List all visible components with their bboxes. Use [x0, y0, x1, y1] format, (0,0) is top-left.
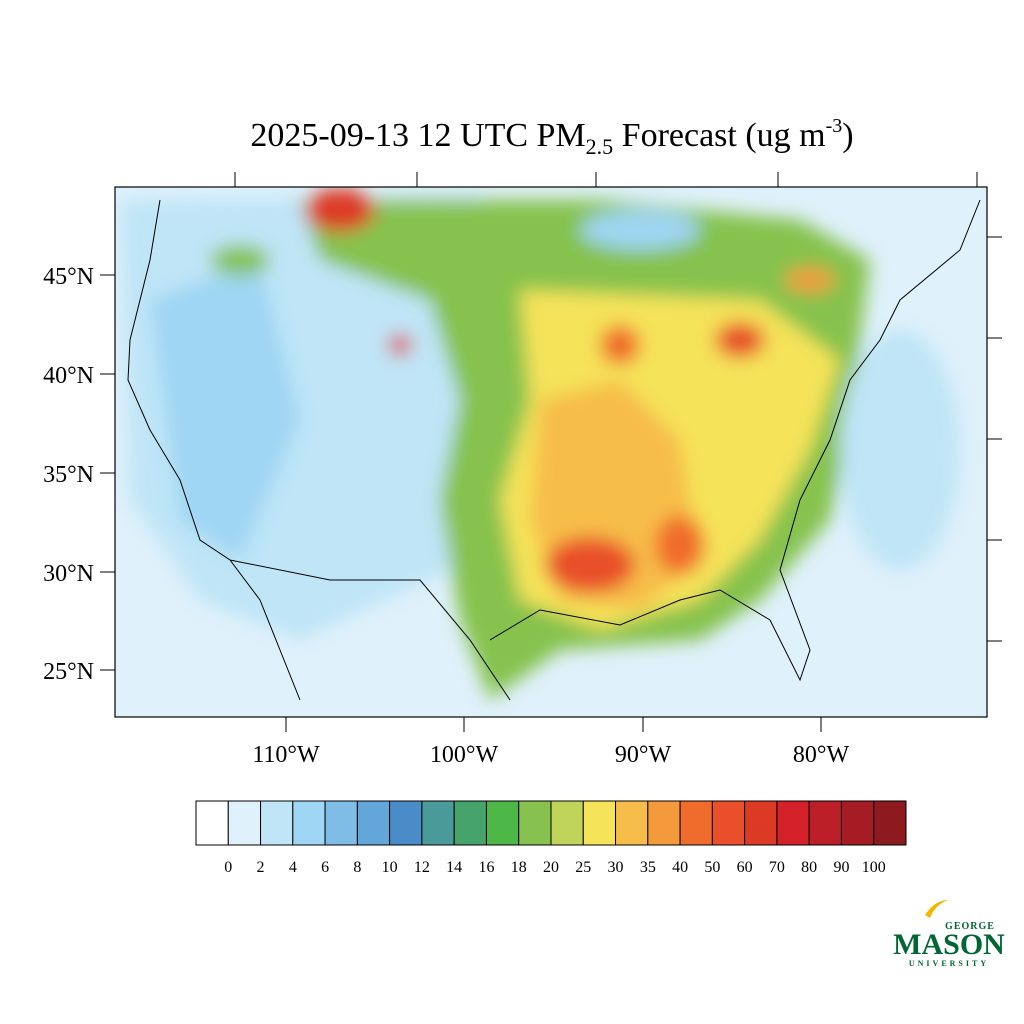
colorbar-label: 90 — [833, 859, 849, 876]
colorbar-label: 20 — [543, 859, 559, 876]
colorbar-label: 30 — [608, 859, 624, 876]
map-frame — [114, 186, 988, 718]
colorbar-label: 0 — [224, 859, 232, 876]
colorbar-box — [711, 800, 746, 846]
logo-bottom: UNIVERSITY — [909, 959, 989, 968]
colorbar-label: 60 — [737, 859, 753, 876]
colorbar-label: 8 — [353, 859, 361, 876]
colorbar-box — [518, 800, 552, 846]
logo: GEORGE MASON UNIVERSITY — [893, 900, 1005, 968]
colorbar-box — [292, 800, 326, 846]
colorbar-box — [227, 800, 262, 846]
colorbar-label: 25 — [575, 859, 591, 876]
colorbar-label: 40 — [672, 859, 688, 876]
colorbar-label: 50 — [704, 859, 720, 876]
colorbar-box — [744, 800, 778, 846]
colorbar-box — [550, 800, 584, 846]
colorbar-box — [582, 800, 617, 846]
colorbar-label: 4 — [289, 859, 297, 876]
colorbar-label: 18 — [511, 859, 527, 876]
colorbar-label: 35 — [640, 859, 656, 876]
lat-label: 40°N — [43, 363, 94, 389]
lon-label: 90°W — [615, 742, 672, 768]
map-field — [115, 187, 987, 717]
colorbar-label: 16 — [478, 859, 494, 876]
colorbar-label: 12 — [414, 859, 430, 876]
colorbar-label: 70 — [769, 859, 785, 876]
logo-top: GEORGE — [945, 921, 995, 932]
colorbar-box — [453, 800, 487, 846]
lon-label: 80°W — [793, 742, 850, 768]
colorbar-box — [679, 800, 713, 846]
logo-main: MASON — [893, 928, 1005, 961]
colorbar-box — [873, 800, 907, 846]
lon-label: 110°W — [252, 742, 320, 768]
lat-label: 45°N — [43, 264, 94, 290]
colorbar-box — [260, 800, 294, 846]
colorbar-label: 10 — [382, 859, 398, 876]
title: 2025-09-13 12 UTC PM2.5 Forecast (ug m-3… — [250, 115, 853, 159]
colorbar-label: 80 — [801, 859, 817, 876]
colorbar-box — [485, 800, 520, 846]
colorbar-box — [615, 800, 649, 846]
colorbar-box — [324, 800, 358, 846]
colorbar-box — [421, 800, 455, 846]
lat-label: 35°N — [43, 462, 94, 488]
lat-label: 25°N — [43, 659, 94, 685]
colorbar-box — [808, 800, 842, 846]
colorbar-box — [840, 800, 875, 846]
frame-ticks — [100, 172, 1002, 732]
colorbar-box — [776, 800, 810, 846]
colorbar-label: 14 — [446, 859, 462, 876]
colorbar-label: 2 — [257, 859, 265, 876]
colorbar-label: 6 — [321, 859, 329, 876]
colorbar-label: 100 — [862, 859, 886, 876]
colorbar-box — [195, 800, 229, 846]
lon-label: 100°W — [430, 742, 499, 768]
colorbar-box — [356, 800, 391, 846]
colorbar-box — [389, 800, 423, 846]
lat-label: 30°N — [43, 561, 94, 587]
colorbar-box — [647, 800, 681, 846]
